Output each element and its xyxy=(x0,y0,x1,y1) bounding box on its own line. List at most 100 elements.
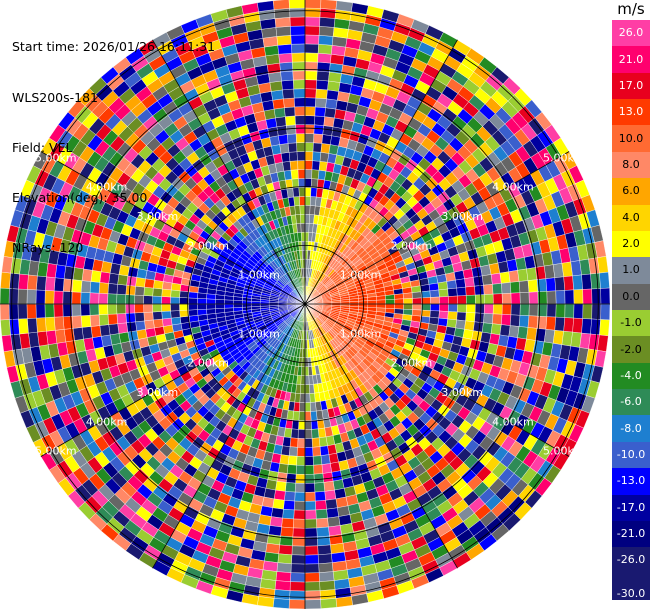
velocity-cell xyxy=(18,318,29,335)
velocity-cell xyxy=(277,553,293,564)
velocity-cell xyxy=(300,384,306,394)
velocity-cell xyxy=(455,319,466,330)
velocity-cell xyxy=(80,303,91,316)
velocity-cell xyxy=(456,286,467,297)
velocity-cell xyxy=(288,446,298,457)
velocity-cell xyxy=(304,393,311,403)
velocity-cell xyxy=(304,420,312,430)
velocity-cell xyxy=(573,303,584,319)
velocity-cell xyxy=(289,437,299,448)
velocity-cell xyxy=(125,312,136,323)
velocity-cell xyxy=(527,315,539,329)
colorbar-tick-label: 13.0 xyxy=(618,105,644,119)
velocity-cell xyxy=(286,124,297,135)
velocity-cell xyxy=(170,289,181,298)
velocity-cell xyxy=(304,106,316,117)
velocity-cell xyxy=(314,491,326,502)
velocity-cell xyxy=(271,89,284,101)
velocity-cell xyxy=(273,107,286,119)
velocity-cell xyxy=(276,125,288,136)
velocity-cell xyxy=(464,277,475,288)
velocity-cell xyxy=(314,482,325,493)
velocity-cell xyxy=(563,275,574,291)
velocity-cell xyxy=(295,465,306,475)
velocity-cell xyxy=(117,274,128,286)
velocity-cell xyxy=(376,299,386,305)
velocity-cell xyxy=(327,516,341,528)
field-name: Field: VEL xyxy=(12,139,73,155)
velocity-cell xyxy=(304,115,316,125)
velocity-cell xyxy=(125,285,136,296)
velocity-cell xyxy=(482,274,493,286)
velocity-cell xyxy=(296,223,302,233)
velocity-cell xyxy=(17,288,28,305)
velocity-cell xyxy=(315,97,327,108)
velocity-cell xyxy=(90,325,102,338)
velocity-cell xyxy=(325,98,338,110)
velocity-cell xyxy=(8,303,19,320)
velocity-cell xyxy=(134,286,145,296)
velocity-cells xyxy=(0,0,610,610)
velocity-cell xyxy=(284,491,296,502)
velocity-cell xyxy=(188,291,199,299)
range-ring-label: 1.00km xyxy=(340,269,382,282)
velocity-cell xyxy=(295,474,306,484)
velocity-cell xyxy=(317,44,333,55)
velocity-cell xyxy=(197,298,207,305)
start-time: Start time: 2026/01/26 16:11:31 xyxy=(12,39,216,55)
velocity-cell xyxy=(107,303,118,315)
velocity-cell xyxy=(293,509,306,520)
velocity-cell xyxy=(215,303,225,309)
range-ring-label: 5.00km xyxy=(543,445,585,458)
velocity-cell xyxy=(484,303,494,315)
colorbar-tick-label: -4.0 xyxy=(620,368,642,382)
velocity-cell xyxy=(143,311,154,322)
velocity-cell xyxy=(294,115,306,125)
site-name: WLS200s-181 xyxy=(12,89,98,105)
velocity-cell xyxy=(315,500,327,511)
velocity-cell xyxy=(291,545,306,556)
velocity-cell xyxy=(324,489,337,501)
velocity-cell xyxy=(304,151,314,161)
velocity-cell xyxy=(80,280,92,293)
colorbar-tick-label: -21.0 xyxy=(616,527,646,541)
velocity-cell xyxy=(501,282,512,294)
velocity-cell xyxy=(290,572,306,583)
colorbar-tick-label: -1.0 xyxy=(620,316,642,330)
velocity-cell xyxy=(71,291,82,305)
velocity-cell xyxy=(323,116,335,127)
velocity-cell xyxy=(318,35,334,46)
velocity-cell xyxy=(304,474,315,484)
velocity-cell xyxy=(483,284,494,295)
colorbar: 26.0 21.0 17.0 13.0 10.0 8.0 6.0 4.0 2.0 1.0 0.0 -1… xyxy=(612,20,650,601)
velocity-cell xyxy=(517,326,529,340)
velocity-cell xyxy=(294,205,301,215)
velocity-cell xyxy=(474,285,485,296)
velocity-cell xyxy=(283,500,295,511)
velocity-cell xyxy=(134,294,144,305)
velocity-cell xyxy=(310,410,318,421)
velocity-cell xyxy=(290,428,299,439)
velocity-cell xyxy=(545,277,556,292)
velocity-cell xyxy=(582,288,593,305)
velocity-cell xyxy=(304,429,313,439)
velocity-cell xyxy=(304,456,314,466)
velocity-cell xyxy=(161,288,172,298)
velocity-cell xyxy=(563,317,574,333)
velocity-cell xyxy=(311,428,320,439)
velocity-cell xyxy=(490,323,502,336)
velocity-cell xyxy=(304,214,310,224)
velocity-cell xyxy=(302,250,306,260)
velocity-cell xyxy=(421,303,431,311)
velocity-cell xyxy=(197,303,207,310)
velocity-cell xyxy=(311,160,321,171)
velocity-cell xyxy=(304,187,312,197)
velocity-cell xyxy=(126,275,137,287)
velocity-cell xyxy=(411,291,422,299)
colorbar-tick-label: -2.0 xyxy=(620,342,642,356)
velocity-cell xyxy=(448,295,458,305)
velocity-cell xyxy=(268,71,282,83)
velocity-cell xyxy=(308,375,314,385)
velocity-cell xyxy=(274,17,291,28)
velocity-cell xyxy=(335,0,353,12)
